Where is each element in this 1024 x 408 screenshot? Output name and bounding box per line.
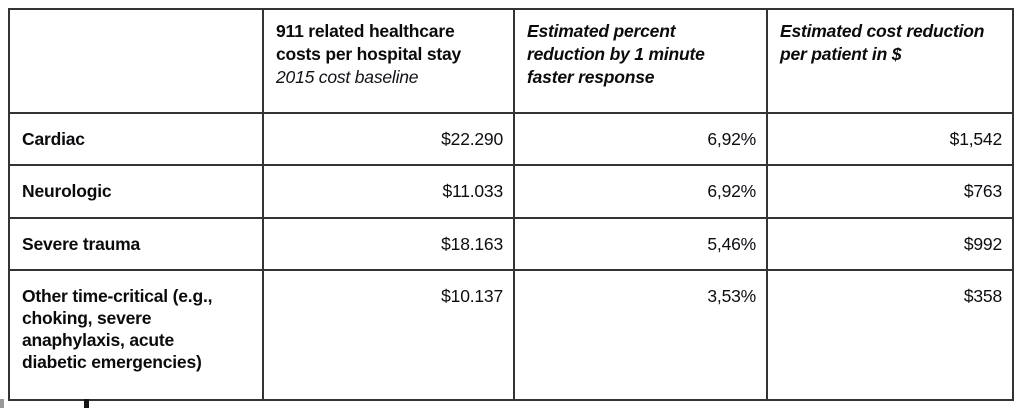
row-label-other-time-critical: Other time-critical (e.g., choking, seve… bbox=[8, 269, 264, 401]
row-label-neurologic: Neurologic bbox=[8, 164, 264, 219]
severe-trauma-reduction-value: $992 bbox=[766, 217, 1014, 271]
other-percent-value: 3,53% bbox=[513, 269, 768, 401]
cardiac-percent-value: 6,92% bbox=[513, 112, 768, 166]
neurologic-cost-value: $11.033 bbox=[262, 164, 515, 219]
other-reduction-value: $358 bbox=[766, 269, 1014, 401]
header-cost-per-stay-title: 911 related healthcare costs per hospita… bbox=[276, 21, 462, 64]
neurologic-percent-value: 6,92% bbox=[513, 164, 768, 219]
other-cost-value: $10.137 bbox=[262, 269, 515, 401]
table-row-severe-trauma: Severe trauma $18.163 5,46% $992 bbox=[8, 217, 1014, 271]
cardiac-reduction-value: $1,542 bbox=[766, 112, 1014, 166]
row-label-severe-trauma: Severe trauma bbox=[8, 217, 264, 271]
table-row-neurologic: Neurologic $11.033 6,92% $763 bbox=[8, 164, 1014, 219]
header-empty-cell bbox=[8, 8, 264, 114]
neurologic-reduction-value: $763 bbox=[766, 164, 1014, 219]
cardiac-cost-value: $22.290 bbox=[262, 112, 515, 166]
header-cost-baseline-subtitle: 2015 cost baseline bbox=[276, 67, 419, 87]
healthcare-cost-table: 911 related healthcare costs per hospita… bbox=[8, 8, 1014, 401]
cropped-text-artifact bbox=[84, 399, 89, 408]
severe-trauma-percent-value: 5,46% bbox=[513, 217, 768, 271]
header-row: 911 related healthcare costs per hospita… bbox=[8, 8, 1014, 114]
table-row-cardiac: Cardiac $22.290 6,92% $1,542 bbox=[8, 112, 1014, 166]
header-percent-reduction-cell: Estimated percent reduction by 1 minute … bbox=[513, 8, 768, 114]
table-row-other-time-critical: Other time-critical (e.g., choking, seve… bbox=[8, 269, 1014, 401]
header-cost-reduction-cell: Estimated cost reduction per patient in … bbox=[766, 8, 1014, 114]
header-cost-per-stay-cell: 911 related healthcare costs per hospita… bbox=[262, 8, 515, 114]
header-cost-reduction-title: Estimated cost reduction per patient in … bbox=[780, 21, 985, 64]
row-label-cardiac: Cardiac bbox=[8, 112, 264, 166]
header-percent-reduction-title: Estimated percent reduction by 1 minute … bbox=[527, 21, 705, 87]
severe-trauma-cost-value: $18.163 bbox=[262, 217, 515, 271]
edge-artifact bbox=[0, 399, 4, 408]
